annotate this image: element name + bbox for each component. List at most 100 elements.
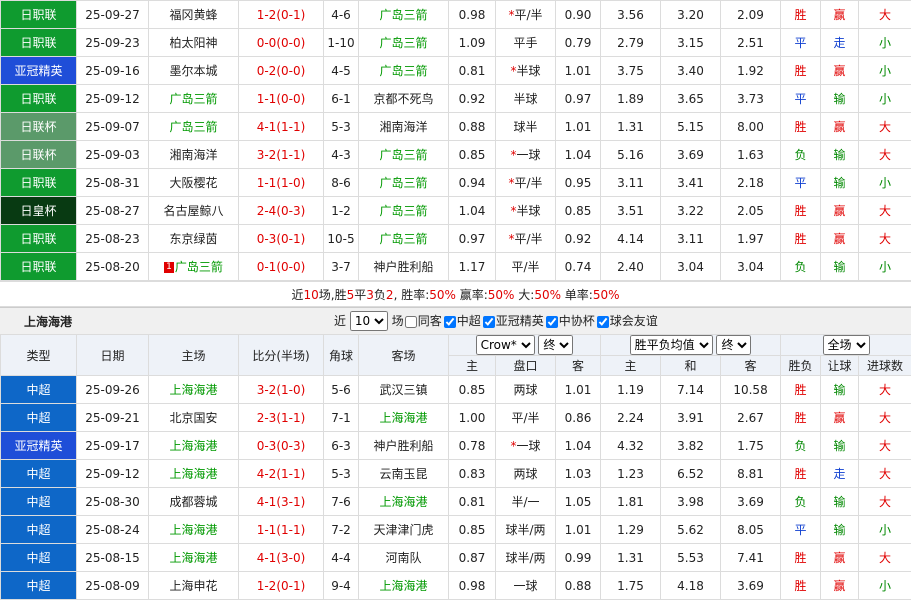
goals-result: 小 xyxy=(859,169,911,197)
goals-result: 大 xyxy=(859,113,911,141)
corners: 7-1 xyxy=(324,404,359,432)
select-header: 胜平负均值 终 xyxy=(601,335,781,356)
avg-draw: 5.62 xyxy=(661,516,721,544)
home-team: 福冈黄蜂 xyxy=(149,1,239,29)
filter-checkbox[interactable] xyxy=(483,316,495,328)
avg-home: 4.14 xyxy=(601,225,661,253)
date: 25-09-23 xyxy=(77,29,149,57)
home-team: 湘南海洋 xyxy=(149,141,239,169)
odds-away: 0.85 xyxy=(556,197,601,225)
corners: 8-6 xyxy=(324,169,359,197)
avg-away: 2.18 xyxy=(721,169,781,197)
corners: 5-6 xyxy=(324,376,359,404)
header-select[interactable]: 全场 xyxy=(823,335,870,355)
odds-away: 0.92 xyxy=(556,225,601,253)
handicap: 两球 xyxy=(496,460,556,488)
summary-part: 50% xyxy=(429,288,456,302)
handicap-result: 输 xyxy=(821,488,859,516)
date: 25-08-23 xyxy=(77,225,149,253)
header-select[interactable]: 终 xyxy=(538,335,573,355)
column-header: 角球 xyxy=(324,335,359,376)
handicap: 半/一 xyxy=(496,488,556,516)
filter-label: 球会友谊 xyxy=(610,314,658,328)
sub-header: 主 xyxy=(601,356,661,376)
avg-away: 1.92 xyxy=(721,57,781,85)
away-team: 神户胜利船 xyxy=(359,253,449,281)
score: 1-2(0-1) xyxy=(239,1,324,29)
handicap: 半球 xyxy=(496,85,556,113)
avg-home: 4.32 xyxy=(601,432,661,460)
header-select[interactable]: 终 xyxy=(716,335,751,355)
away-team: 广岛三箭 xyxy=(359,29,449,57)
filter: 近 10 场同客中超亚冠精英中协杯球会友谊 xyxy=(334,311,659,331)
home-team: 大阪樱花 xyxy=(149,169,239,197)
corners: 4-5 xyxy=(324,57,359,85)
score: 3-2(1-0) xyxy=(239,376,324,404)
away-team: 京都不死鸟 xyxy=(359,85,449,113)
corners: 4-6 xyxy=(324,1,359,29)
avg-draw: 3.41 xyxy=(661,169,721,197)
handicap-result: 输 xyxy=(821,376,859,404)
avg-away: 1.75 xyxy=(721,432,781,460)
header-select[interactable]: 胜平负均值 xyxy=(630,335,713,355)
score: 3-2(1-1) xyxy=(239,141,324,169)
league: 日职联 xyxy=(1,253,77,281)
away-team: 上海海港 xyxy=(359,488,449,516)
cell-text: 平/半 xyxy=(514,176,542,190)
summary-part: 场,胜 xyxy=(319,288,347,302)
result: 负 xyxy=(781,253,821,281)
filter-checkbox[interactable] xyxy=(444,316,456,328)
odds-home: 0.81 xyxy=(449,57,496,85)
home-team: 东京绿茵 xyxy=(149,225,239,253)
count-select[interactable]: 10 xyxy=(350,311,388,331)
date: 25-09-17 xyxy=(77,432,149,460)
odds-away: 1.05 xyxy=(556,488,601,516)
away-team: 上海海港 xyxy=(359,404,449,432)
summary-part: 单率: xyxy=(561,288,593,302)
home-team: 上海海港 xyxy=(149,544,239,572)
filter-checkbox[interactable] xyxy=(405,316,417,328)
summary-part: 3 xyxy=(366,288,374,302)
header-select[interactable]: Crow* xyxy=(476,335,535,355)
goals-result: 小 xyxy=(859,29,911,57)
sub-header: 客 xyxy=(556,356,601,376)
score: 4-1(3-1) xyxy=(239,488,324,516)
avg-away: 8.00 xyxy=(721,113,781,141)
filter-label: 同客 xyxy=(418,314,442,328)
goals-result: 小 xyxy=(859,516,911,544)
league: 中超 xyxy=(1,376,77,404)
league: 日职联 xyxy=(1,225,77,253)
odds-home: 0.81 xyxy=(449,488,496,516)
odds-away: 0.99 xyxy=(556,544,601,572)
avg-away: 7.41 xyxy=(721,544,781,572)
filter-label: 亚冠精英 xyxy=(496,314,544,328)
odds-away: 1.01 xyxy=(556,113,601,141)
handicap-result: 赢 xyxy=(821,404,859,432)
handicap-result: 输 xyxy=(821,169,859,197)
handicap: *平/半 xyxy=(496,169,556,197)
filter-checkbox[interactable] xyxy=(546,316,558,328)
result: 胜 xyxy=(781,376,821,404)
goals-result: 大 xyxy=(859,1,911,29)
date: 25-09-26 xyxy=(77,376,149,404)
avg-draw: 3.22 xyxy=(661,197,721,225)
avg-home: 1.29 xyxy=(601,516,661,544)
date: 25-09-12 xyxy=(77,85,149,113)
handicap: *半球 xyxy=(496,197,556,225)
home-team: 成都蓉城 xyxy=(149,488,239,516)
home-team: 名古屋鲸八 xyxy=(149,197,239,225)
away-team: 天津津门虎 xyxy=(359,516,449,544)
avg-home: 1.31 xyxy=(601,113,661,141)
league: 日联杯 xyxy=(1,141,77,169)
sub-header: 让球 xyxy=(821,356,859,376)
filter-checkbox[interactable] xyxy=(597,316,609,328)
avg-home: 5.16 xyxy=(601,141,661,169)
result: 胜 xyxy=(781,460,821,488)
odds-home: 0.85 xyxy=(449,516,496,544)
avg-away: 3.73 xyxy=(721,85,781,113)
